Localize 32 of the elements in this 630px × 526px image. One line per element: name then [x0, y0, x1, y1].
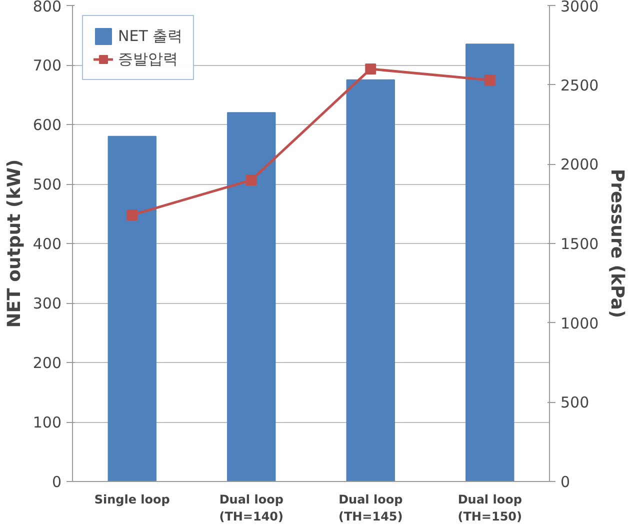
point [484, 74, 496, 86]
x-tick-label: Dual loop (TH=145) [338, 492, 404, 524]
legend-label: 증발압력 [118, 50, 178, 68]
bar [346, 79, 395, 482]
y-tick-label: 800 [32, 0, 62, 16]
y2-tick-label: 2000 [560, 156, 599, 174]
y2-tick-label: 0 [560, 473, 570, 491]
y-axis-title: NET output (kW) [4, 159, 25, 328]
y-tick-label: 700 [32, 56, 62, 74]
y-tick-label: 100 [32, 414, 62, 432]
bar [108, 136, 156, 482]
point [246, 174, 257, 186]
x-tick-label: Dual loop (TH=150) [458, 492, 522, 524]
y2-tick-label: 500 [560, 394, 590, 412]
y2-tick-label: 1000 [560, 314, 599, 332]
x-tick-label: Dual loop (TH=140) [219, 492, 284, 524]
legend-label: NET 출력 [118, 26, 183, 46]
y2-axis-title: Pressure (kPa) [606, 168, 628, 318]
bar [466, 44, 514, 482]
point [365, 63, 376, 74]
y2-tick-label: 1500 [560, 235, 599, 253]
y-tick-label: 200 [32, 354, 62, 372]
y-tick-label: 400 [32, 235, 62, 253]
y-tick-label: 500 [32, 176, 62, 194]
y-tick-label: 300 [32, 294, 62, 312]
y2-tick-label: 2500 [560, 76, 599, 94]
y-tick-label: 0 [52, 473, 62, 491]
y-tick-label: 600 [32, 116, 62, 134]
y2-tick-label: 3000 [560, 0, 599, 16]
x-tick-label: Single loop [94, 492, 170, 506]
bar [227, 112, 276, 482]
point [126, 209, 138, 220]
